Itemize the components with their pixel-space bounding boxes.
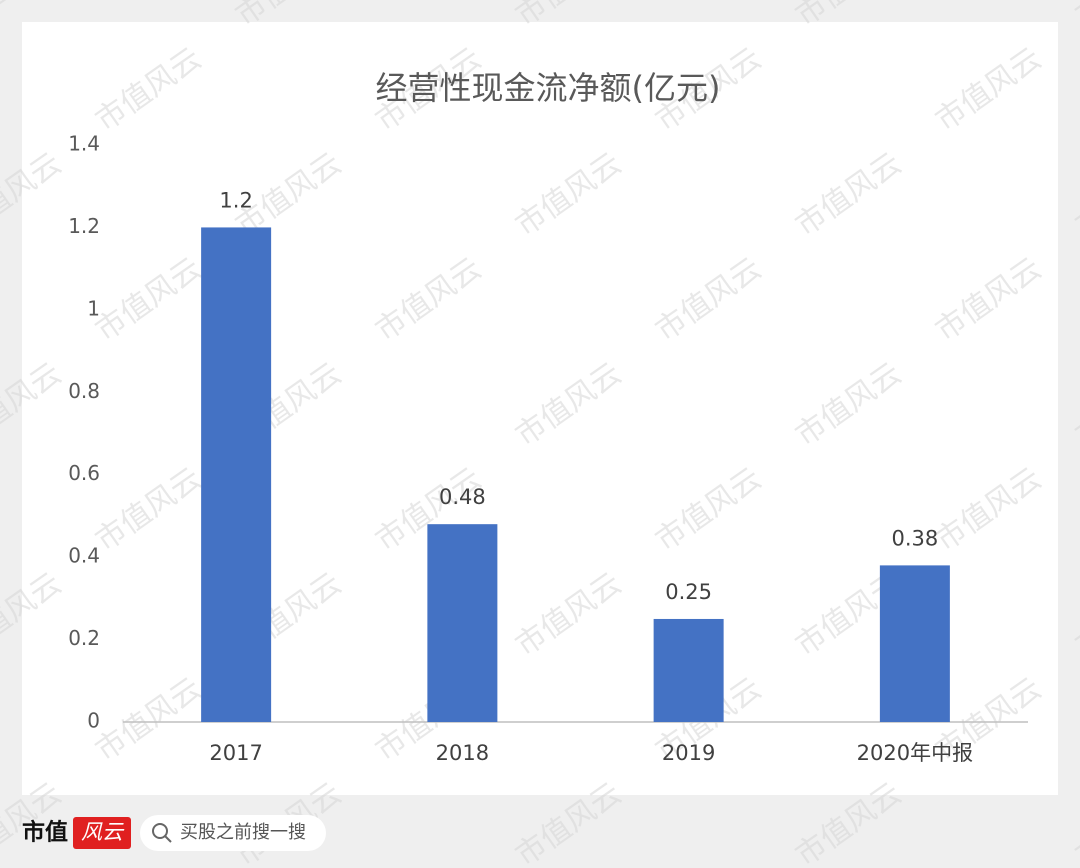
watermark: 市值风云 (1069, 0, 1080, 34)
data-label: 0.48 (439, 485, 486, 509)
bar (427, 524, 498, 722)
watermark: 市值风云 (1069, 566, 1080, 663)
x-tick-label: 2018 (436, 741, 489, 765)
search-icon-handle (164, 835, 172, 843)
bar (653, 618, 724, 722)
search-placeholder[interactable]: 买股之前搜一搜 (180, 822, 306, 843)
watermark: 市值风云 (1069, 776, 1080, 868)
y-tick-label: 0.4 (68, 544, 100, 568)
x-tick-label: 2017 (209, 741, 262, 765)
y-tick-label: 1.4 (68, 132, 100, 156)
search-box[interactable] (140, 815, 326, 851)
y-tick-label: 0.8 (68, 379, 100, 403)
bar (201, 227, 272, 722)
chart-title: 经营性现金流净额(亿元) (376, 69, 721, 107)
x-tick-label: 2020年中报 (857, 741, 973, 765)
y-tick-label: 0.2 (68, 626, 100, 650)
data-label: 0.38 (891, 526, 938, 550)
watermark: 市值风云 (1069, 146, 1080, 243)
search-icon (152, 823, 168, 839)
y-tick-label: 0 (87, 709, 100, 733)
plot: 0 0.2 0.4 0.6 0.8 1 1.2 1.4 2017 1.2 2018 0.48 2019 0… (68, 132, 1028, 765)
bar (879, 565, 950, 722)
logo-box (73, 817, 131, 849)
brand: 市值 (22, 819, 68, 846)
data-label: 1.2 (219, 188, 252, 212)
x-tick-label: 2019 (662, 741, 715, 765)
data-label: 0.25 (665, 580, 712, 604)
y-tick-label: 0.6 (68, 461, 100, 485)
watermark: 市值风云 (1069, 356, 1080, 453)
y-tick-label: 1 (87, 296, 100, 320)
logo: 风云 (81, 820, 125, 844)
y-tick-label: 1.2 (68, 214, 100, 238)
